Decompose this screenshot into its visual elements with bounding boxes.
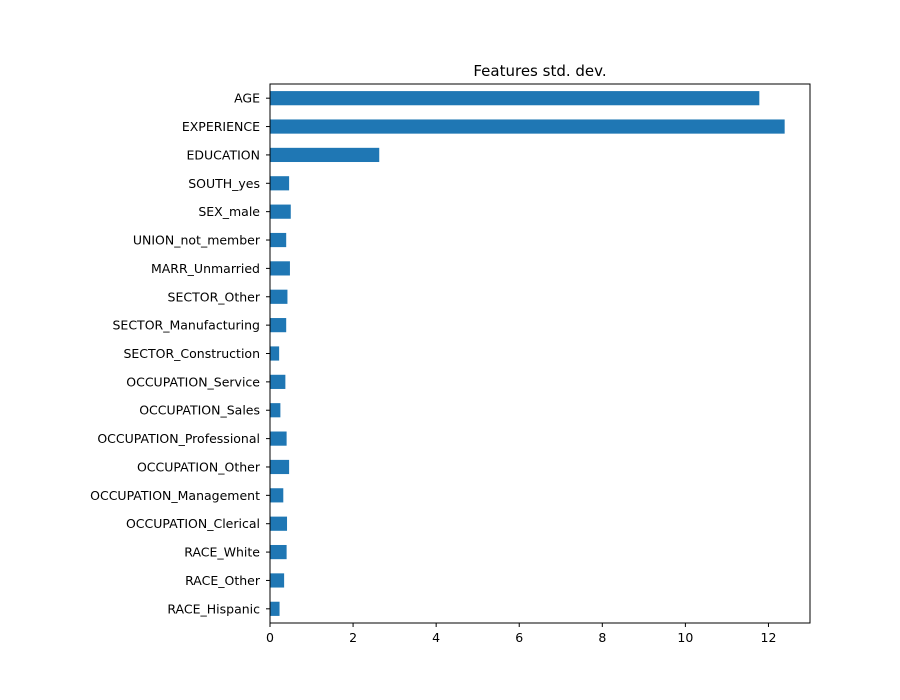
bar-occupation-sales	[270, 403, 281, 418]
bar-occupation-management	[270, 488, 284, 503]
y-tick-label: UNION_not_member	[133, 233, 261, 248]
y-tick-label: OCCUPATION_Professional	[97, 431, 260, 446]
y-tick-label: RACE_Other	[185, 573, 261, 588]
x-tick-label: 0	[266, 630, 274, 645]
x-tick-label: 2	[349, 630, 357, 645]
y-tick-label: OCCUPATION_Management	[90, 488, 260, 503]
bar-race-hispanic	[270, 601, 280, 616]
chart-title: Features std. dev.	[473, 62, 606, 80]
y-tick-label: OCCUPATION_Clerical	[126, 516, 260, 531]
y-tick-label: EDUCATION	[187, 147, 261, 162]
y-tick-label: RACE_White	[184, 545, 260, 560]
bar-occupation-professional	[270, 431, 287, 446]
bar-union-not-member	[270, 232, 287, 248]
x-tick-label: 6	[515, 630, 523, 645]
bar-occupation-other	[270, 459, 290, 475]
x-axis: 0 2 4 6 8 10 12	[266, 623, 776, 645]
y-tick-label: EXPERIENCE	[182, 119, 260, 134]
bar-sector-other	[270, 289, 288, 304]
y-tick-label: SOUTH_yes	[188, 176, 260, 191]
bar-race-other	[270, 573, 285, 588]
y-tick-label: MARR_Unmarried	[151, 261, 260, 276]
bar-education	[270, 147, 380, 163]
bars-group	[270, 91, 785, 616]
plot-frame	[269, 83, 811, 624]
bar-sector-manufacturing	[270, 318, 287, 333]
y-tick-label: OCCUPATION_Sales	[139, 403, 260, 418]
x-tick-label: 12	[761, 630, 777, 645]
bar-sector-construction	[270, 346, 280, 361]
y-tick-label: RACE_Hispanic	[167, 601, 260, 616]
y-tick-label: SECTOR_Other	[168, 289, 261, 304]
x-tick-label: 10	[677, 630, 693, 645]
y-tick-label: AGE	[234, 91, 260, 106]
x-tick-label: 8	[598, 630, 606, 645]
bar-occupation-clerical	[270, 516, 288, 531]
y-tick-label: SECTOR_Construction	[123, 346, 260, 361]
bar-age	[270, 91, 760, 106]
bar-sex-male	[270, 204, 291, 219]
y-tick-label: OCCUPATION_Service	[126, 374, 260, 389]
y-tick-label: SECTOR_Manufacturing	[113, 318, 261, 333]
bar-south-yes	[270, 176, 290, 191]
y-tick-label: OCCUPATION_Other	[137, 459, 261, 474]
bar-experience	[270, 119, 785, 134]
bar-occupation-service	[270, 374, 286, 389]
bar-race-white	[270, 544, 287, 560]
y-tick-labels: AGE EXPERIENCE EDUCATION SOUTH_yes SEX_male U…	[90, 91, 270, 616]
bar-marr-unmarried	[270, 261, 290, 276]
x-tick-label: 4	[432, 630, 440, 645]
y-tick-label: SEX_male	[198, 204, 260, 219]
